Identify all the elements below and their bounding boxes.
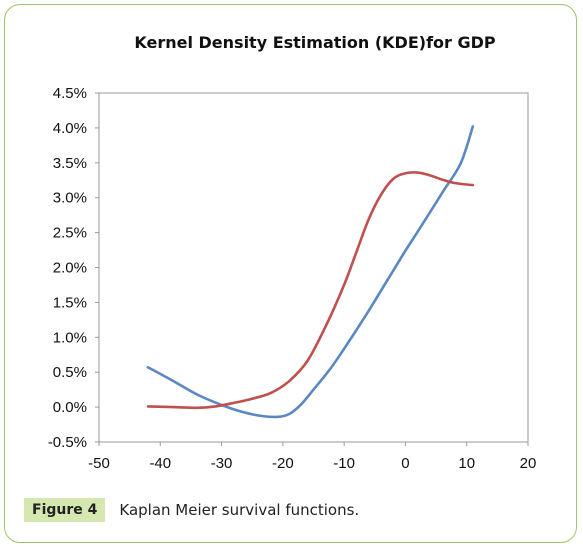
y-tick-label: -0.5%	[48, 434, 87, 451]
y-tick-label: 4.5%	[53, 85, 87, 102]
chart-title: Kernel Density Estimation (KDE)for GDP	[134, 33, 496, 52]
x-tick-label: 20	[520, 455, 537, 472]
y-tick-label: 0.0%	[53, 399, 87, 416]
x-tick-label: -20	[272, 455, 294, 472]
series-line-2	[146, 171, 475, 410]
x-tick-label: -30	[211, 455, 233, 472]
x-axis-ticks: -50 -40 -30 -20 -10 0 10 20	[88, 442, 536, 472]
y-tick-label: 0.5%	[53, 364, 87, 381]
y-tick-label: 3.5%	[53, 155, 87, 172]
figure-caption-text: Kaplan Meier survival functions.	[119, 501, 360, 519]
y-tick-label: 2.0%	[53, 260, 87, 277]
x-tick-label: -10	[333, 455, 355, 472]
y-tick-label: 1.5%	[53, 294, 87, 311]
y-tick-label: 2.5%	[53, 225, 87, 242]
x-tick-label: 10	[458, 455, 475, 472]
y-tick-label: 4.0%	[53, 120, 87, 137]
x-tick-label: -50	[88, 455, 110, 472]
figure-caption: Figure 4 Kaplan Meier survival functions…	[24, 496, 359, 524]
y-axis-ticks: -0.5% 0.0% 0.5% 1.0% 1.5% 2.0% 2.5% 3.0% 3.5% 4.0…	[48, 85, 99, 451]
series-line-1	[146, 125, 475, 419]
y-tick-label: 1.0%	[53, 329, 87, 346]
series-lines	[146, 125, 475, 419]
x-tick-label: -40	[149, 455, 171, 472]
y-tick-label: 3.0%	[53, 190, 87, 207]
figure-label: Figure 4	[24, 498, 106, 522]
x-tick-label: 0	[401, 455, 409, 472]
